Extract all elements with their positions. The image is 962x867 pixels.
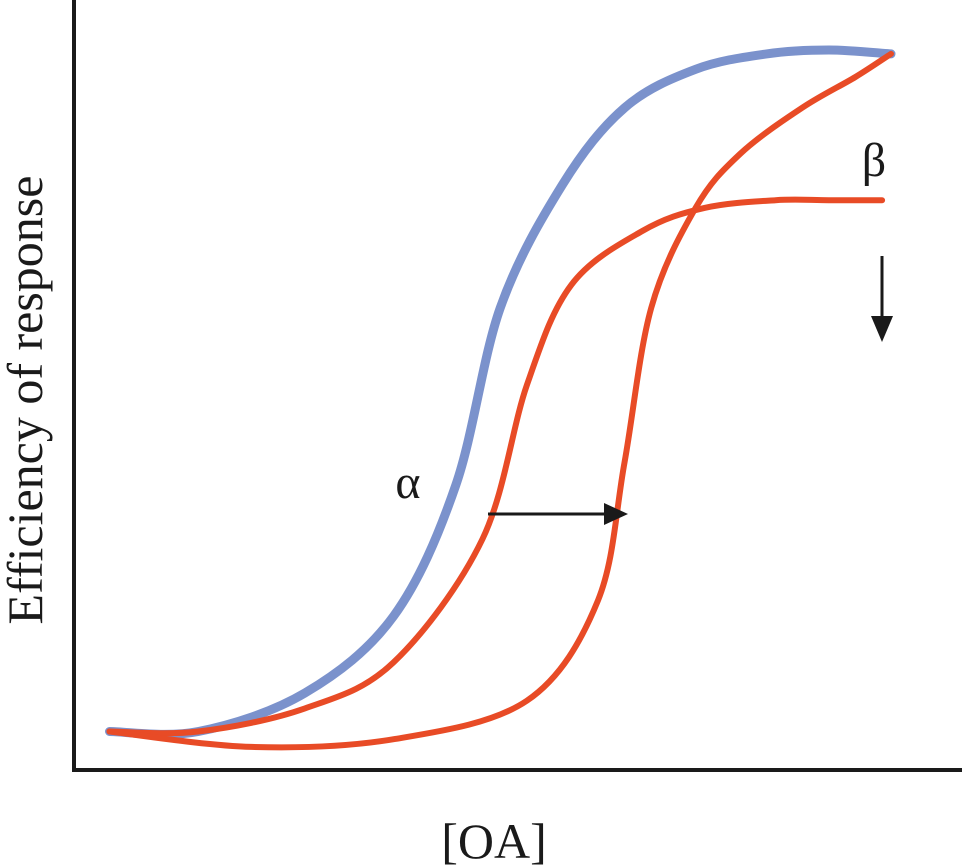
x-axis-label: [OA] (441, 813, 547, 867)
series-line-2 (106, 196, 886, 737)
series-layer (105, 45, 896, 751)
annotation-alpha: α (395, 456, 420, 509)
series-line-3 (106, 50, 894, 751)
annotation-beta: β (862, 134, 886, 187)
y-axis-label: Efficiency of response (0, 176, 53, 625)
beta-arrowhead-icon (871, 316, 893, 342)
axes (72, 0, 962, 772)
series-line-1 (105, 45, 896, 739)
alpha-arrowhead-icon (604, 503, 628, 525)
annotation-arrows (488, 256, 893, 525)
